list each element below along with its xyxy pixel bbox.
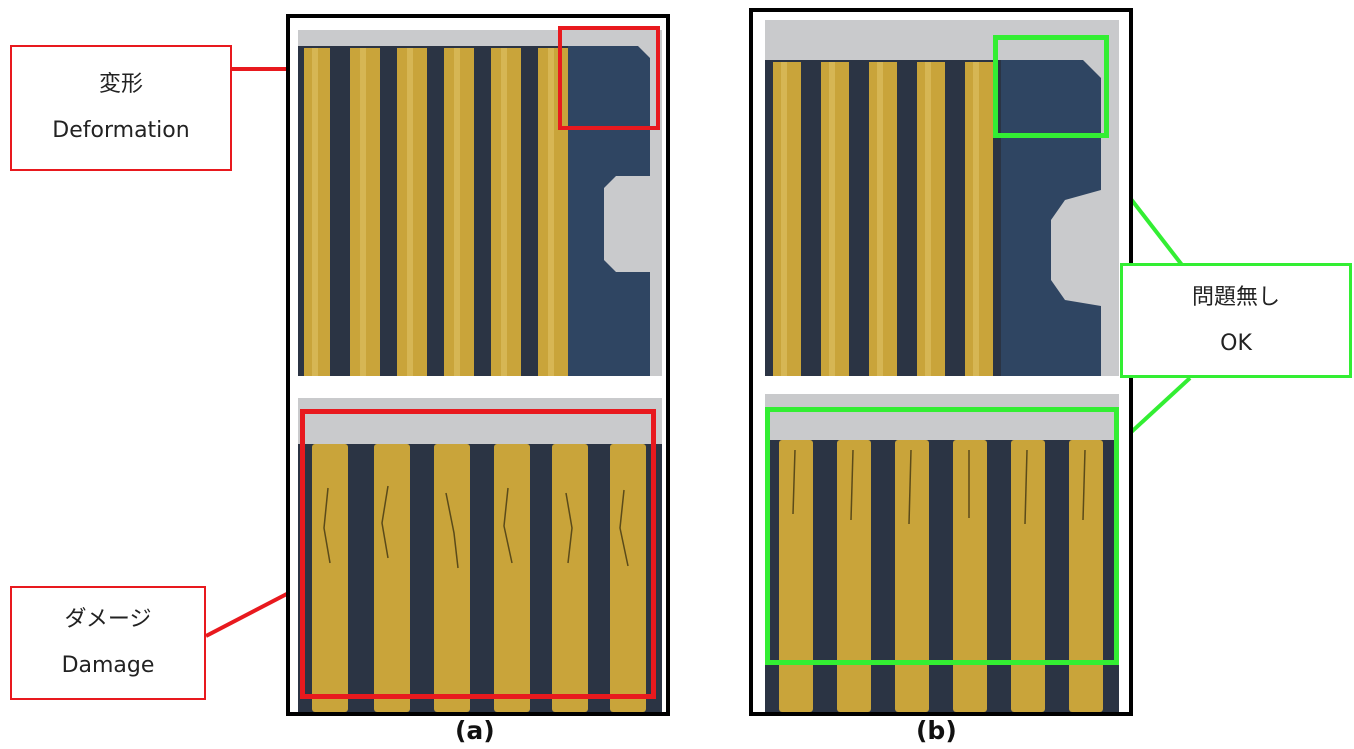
panel-a bbox=[286, 14, 670, 716]
gold-fingers-top-a bbox=[298, 30, 662, 376]
gold-fingers-top-b bbox=[765, 20, 1119, 376]
ok-callout: 問題無し OK bbox=[1120, 263, 1352, 378]
ok-label-ja: 問題無し bbox=[1191, 284, 1280, 310]
panel-b bbox=[749, 8, 1133, 716]
connector-bottom-photo-a bbox=[298, 398, 662, 712]
damage-label-ja: ダメージ bbox=[64, 607, 152, 632]
connector-top-photo-a bbox=[298, 30, 662, 376]
damage-label-en: Damage bbox=[61, 653, 155, 678]
caption-b: (b) bbox=[916, 716, 957, 745]
deformation-label-en: Deformation bbox=[52, 118, 190, 143]
caption-a: (a) bbox=[455, 716, 495, 745]
gold-fingers-bottom-b bbox=[765, 394, 1119, 712]
damage-callout: ダメージ Damage bbox=[10, 586, 206, 700]
connector-bottom-photo-b bbox=[765, 394, 1119, 712]
ok-label-en: OK bbox=[1220, 330, 1252, 356]
deformation-callout: 変形 Deformation bbox=[10, 45, 232, 171]
connector-top-photo-b bbox=[765, 20, 1119, 376]
gold-fingers-bottom-a bbox=[298, 398, 662, 712]
deformation-label-ja: 変形 bbox=[98, 72, 143, 97]
